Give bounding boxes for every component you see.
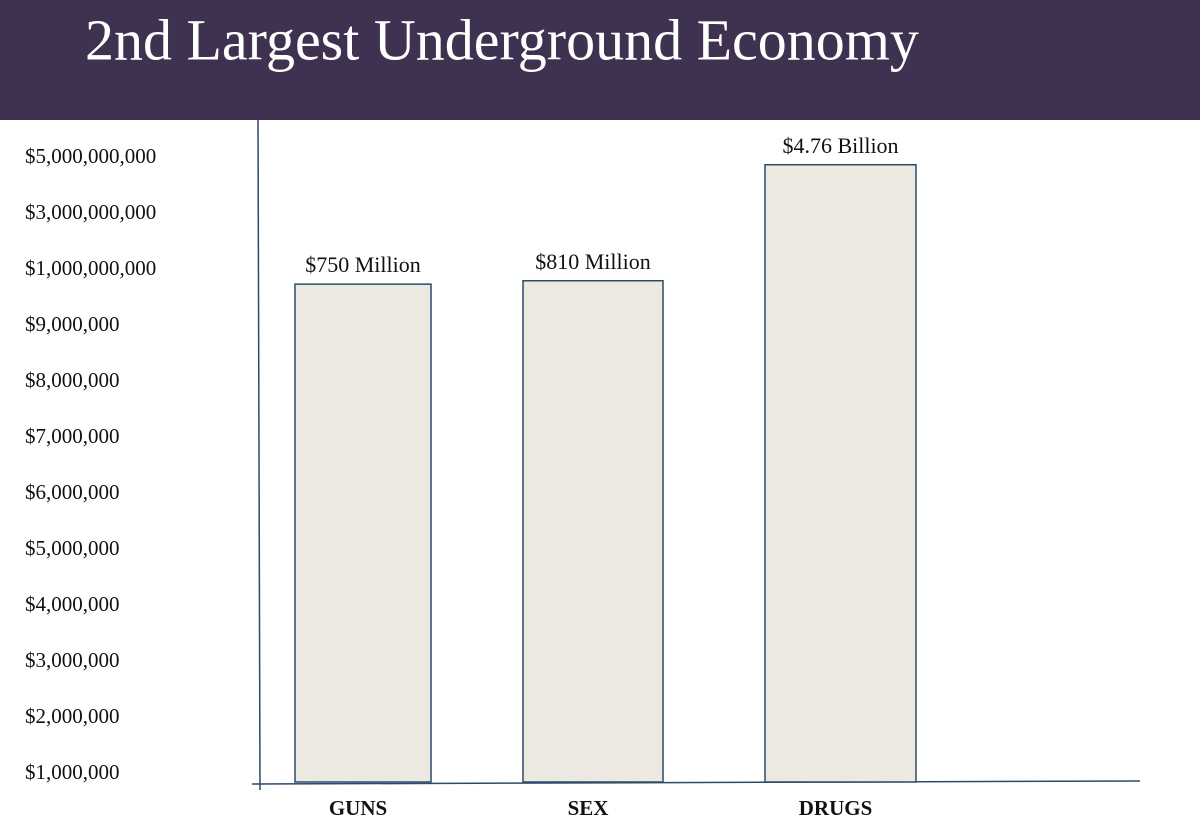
chart-title: 2nd Largest Underground Economy	[85, 7, 919, 72]
y-tick-label: $8,000,000	[25, 368, 120, 392]
y-tick-label: $6,000,000	[25, 480, 120, 504]
y-tick-label: $2,000,000	[25, 704, 120, 728]
header-band	[0, 0, 1200, 120]
x-axis	[251, 780, 1141, 785]
y-tick-label: $1,000,000,000	[25, 256, 156, 280]
x-tick-label: GUNS	[329, 796, 387, 820]
y-tick-label: $1,000,000	[25, 760, 120, 784]
bar	[522, 279, 664, 783]
y-tick-label: $3,000,000	[25, 648, 120, 672]
y-axis	[257, 119, 261, 791]
bar	[764, 163, 917, 783]
value-label: $750 Million	[305, 252, 421, 277]
y-tick-label: $4,000,000	[25, 592, 120, 616]
y-tick-label: $5,000,000	[25, 536, 120, 560]
x-tick-label: SEX	[568, 796, 609, 820]
x-tick-label: DRUGS	[799, 796, 873, 820]
y-tick-label: $3,000,000,000	[25, 200, 156, 224]
value-label: $810 Million	[535, 249, 651, 274]
y-tick-label: $9,000,000	[25, 312, 120, 336]
value-label: $4.76 Billion	[782, 133, 898, 158]
y-tick-label: $5,000,000,000	[25, 144, 156, 168]
bar	[294, 283, 432, 783]
y-tick-label: $7,000,000	[25, 424, 120, 448]
